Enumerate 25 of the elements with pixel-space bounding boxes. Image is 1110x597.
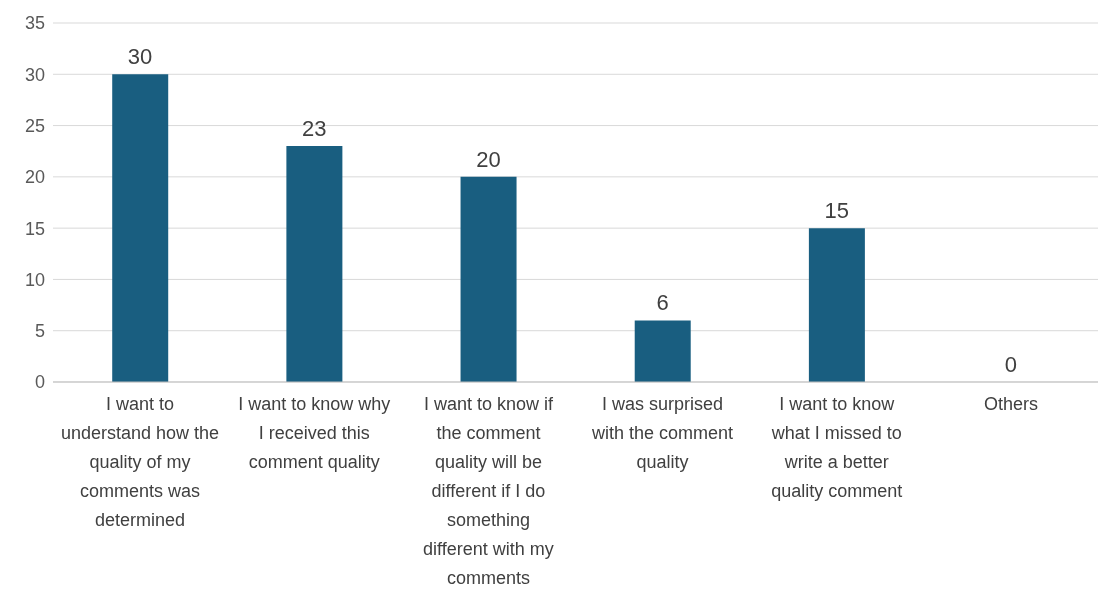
data-label: 30 (127, 44, 153, 70)
bar (460, 176, 517, 382)
data-label: 0 (1004, 352, 1018, 377)
bar (808, 228, 865, 382)
bar (634, 320, 691, 382)
data-label: 6 (656, 290, 669, 316)
data-label: 23 (302, 116, 327, 142)
y-tick-label: 15 (24, 218, 45, 239)
x-tick-label: I want to know why I received this comment quality (238, 394, 391, 472)
x-tick-label: Others (983, 394, 1038, 414)
x-tick-label: I was surprised with the comment quality (591, 394, 734, 472)
y-tick-label: 0 (34, 372, 45, 393)
x-tick-label: I want to understand how the quality of my comments was determined (61, 394, 220, 530)
y-tick-label: 20 (24, 167, 45, 188)
bar (112, 74, 169, 382)
x-tick-label: I want to know what I missed to write a better quality comment (770, 394, 903, 501)
x-tick-label: I want to know if the comment quality will be different if I do something different with my comments (423, 394, 554, 588)
bar (286, 146, 343, 382)
y-tick-label: 5 (34, 321, 45, 342)
data-label: 20 (476, 146, 501, 172)
y-tick-label: 35 (24, 13, 45, 34)
y-tick-label: 30 (24, 64, 45, 85)
y-tick-label: 25 (24, 115, 45, 136)
y-tick-label: 10 (24, 269, 45, 290)
data-label: 15 (824, 198, 849, 224)
